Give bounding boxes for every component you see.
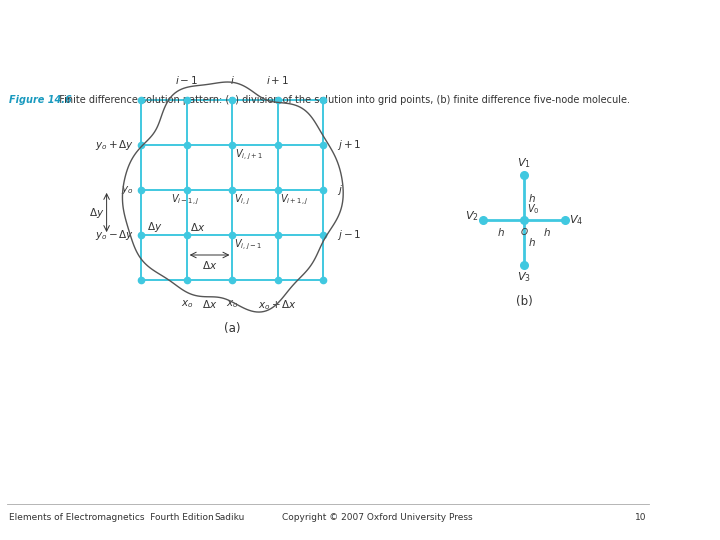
Text: $V_{i,j+1}$: $V_{i,j+1}$ xyxy=(235,148,263,163)
Text: $V_{i-1,j}$: $V_{i-1,j}$ xyxy=(171,193,199,207)
Text: $j$: $j$ xyxy=(337,183,343,197)
Text: $h$: $h$ xyxy=(528,237,536,248)
Text: $V_1$: $V_1$ xyxy=(517,156,531,170)
Text: $y_o$: $y_o$ xyxy=(122,184,134,196)
Text: Figure 14.6: Figure 14.6 xyxy=(9,95,72,105)
Text: $i$: $i$ xyxy=(230,74,235,86)
Text: $\Delta y$: $\Delta y$ xyxy=(89,206,104,219)
Text: (a): (a) xyxy=(224,322,240,335)
Text: $\Delta x$: $\Delta x$ xyxy=(202,298,217,310)
Text: $V_0$: $V_0$ xyxy=(526,202,539,216)
Text: $\Delta x$: $\Delta x$ xyxy=(190,221,206,233)
Text: $j-1$: $j-1$ xyxy=(337,228,361,242)
Text: Elements of Electromagnetics  Fourth Edition: Elements of Electromagnetics Fourth Edit… xyxy=(9,514,214,523)
Text: $\Delta y$: $\Delta y$ xyxy=(147,220,162,234)
Text: Sadiku: Sadiku xyxy=(214,514,245,523)
Text: $V_4$: $V_4$ xyxy=(570,213,584,227)
Text: $i+1$: $i+1$ xyxy=(266,74,289,86)
Text: Finite difference solution pattern: (a) division of the solution into grid point: Finite difference solution pattern: (a) … xyxy=(53,95,630,105)
Text: $x_o + \Delta x$: $x_o + \Delta x$ xyxy=(258,298,297,312)
Text: $V_{i,j}$: $V_{i,j}$ xyxy=(234,193,250,207)
Text: $V_{i,j-1}$: $V_{i,j-1}$ xyxy=(234,238,262,252)
Text: $V_3$: $V_3$ xyxy=(517,270,531,284)
Text: $V_2$: $V_2$ xyxy=(464,209,478,223)
Text: $x_o$: $x_o$ xyxy=(181,298,193,310)
Text: $h$: $h$ xyxy=(543,226,551,238)
Text: $V_{i+1,j}$: $V_{i+1,j}$ xyxy=(280,193,308,207)
Text: Copyright © 2007 Oxford University Press: Copyright © 2007 Oxford University Press xyxy=(282,514,473,523)
Text: (b): (b) xyxy=(516,295,532,308)
Text: $h$: $h$ xyxy=(528,192,536,204)
Text: 10: 10 xyxy=(636,514,647,523)
Text: $y_o - \Delta y$: $y_o - \Delta y$ xyxy=(95,228,134,242)
Text: $y_o + \Delta y$: $y_o + \Delta y$ xyxy=(95,138,134,152)
Text: $O$: $O$ xyxy=(520,226,528,237)
Text: $h$: $h$ xyxy=(497,226,505,238)
Text: $i-1$: $i-1$ xyxy=(175,74,199,86)
Text: $x_o$: $x_o$ xyxy=(226,298,238,310)
Text: $j+1$: $j+1$ xyxy=(337,138,361,152)
Text: $\Delta x$: $\Delta x$ xyxy=(202,259,217,271)
